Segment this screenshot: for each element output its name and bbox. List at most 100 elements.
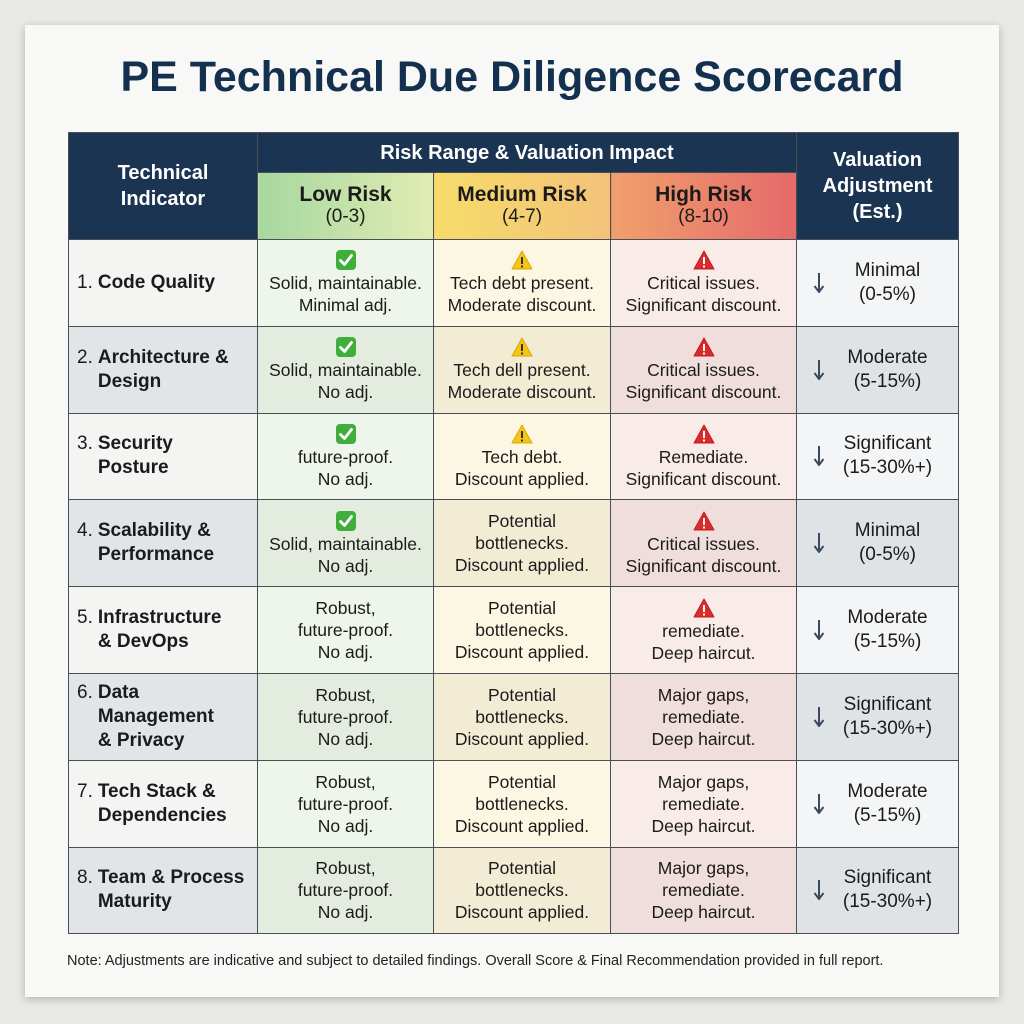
cell-line: Major gaps,: [657, 684, 750, 705]
table-row: 3. Security Posture future-proof. No adj. Tec…: [68, 412, 959, 501]
cell-line: Discount applied.: [454, 815, 590, 836]
level-header: Medium Risk (4-7): [433, 172, 611, 240]
cell-line: Discount applied.: [454, 642, 590, 663]
cell-line: Significant: [843, 433, 932, 455]
cell-line: Potential: [487, 598, 557, 619]
cell-line: No adj.: [317, 555, 374, 576]
indicator-cell: 7. Tech Stack & Dependencies: [68, 759, 258, 848]
risk-cell: Robust, future-proof. No adj.: [257, 672, 434, 761]
cell-line: Robust,: [315, 858, 376, 879]
cell-line: Discount applied.: [454, 902, 590, 923]
risk-cell: Critical issues. Significant discount.: [610, 499, 797, 588]
table-row: 6. Data Management & Privacy Robust, future-p…: [68, 672, 959, 761]
indicator-cell: 2. Architecture & Design: [68, 325, 258, 414]
cell-line: Critical issues.: [647, 533, 760, 554]
risk-cell: Potential bottlenecks. Discount applied.: [433, 586, 611, 674]
cell-line: Dependencies: [97, 804, 227, 826]
cell-line: remediate.: [662, 620, 745, 641]
icon: [511, 337, 533, 357]
adjustment: Moderate (5-15%): [797, 606, 958, 654]
indicator-name: Team & Process Maturity: [98, 866, 244, 914]
indicator-cell: 8. Team & Process Maturity: [68, 846, 258, 935]
risk-cell: Critical issues. Significant discount.: [610, 239, 797, 327]
cell-line: future-proof.: [297, 446, 394, 467]
cell-line: No adj.: [317, 815, 374, 836]
risk-cell: Potential bottlenecks. Discount applied.: [433, 846, 611, 935]
indicator-cell: 5. Infrastructure & DevOps: [68, 586, 258, 674]
indicator-header: Technical Indicator: [68, 132, 258, 240]
indicator-name: Security Posture: [98, 432, 173, 480]
title: PE Technical Due Diligence Scorecard: [120, 53, 904, 101]
icon: [334, 422, 357, 445]
table-row: 2. Architecture & Design Solid, maintainabl…: [68, 325, 959, 414]
cell-line: bottlenecks.: [475, 706, 569, 727]
indicator: 1. Code Quality: [77, 271, 257, 295]
cell-line: bottlenecks.: [475, 793, 569, 814]
icon: [813, 792, 825, 814]
cell-line: Data: [97, 681, 140, 703]
cell-line: Moderate: [847, 607, 928, 629]
cell-line: & DevOps: [97, 631, 189, 653]
row-number: 3.: [77, 433, 93, 455]
indicator: 3. Security Posture: [77, 432, 257, 480]
cell-line: (15-30%+): [842, 717, 933, 739]
icon: [511, 424, 533, 444]
group-header: Risk Range & Valuation Impact: [257, 132, 797, 173]
indicator: 5. Infrastructure & DevOps: [77, 606, 257, 654]
cell-line: Significant discount.: [625, 295, 782, 316]
icon: [813, 445, 825, 467]
adjustment-cell: Moderate (5-15%): [796, 325, 959, 414]
cell-line: Moderate: [847, 780, 928, 802]
cell-line: Discount applied.: [454, 555, 590, 576]
cell-line: Infrastructure: [97, 607, 222, 629]
cell-line: remediate.: [662, 880, 745, 901]
cell-line: Deep haircut.: [651, 642, 756, 663]
cell-line: Critical issues.: [647, 273, 760, 294]
adjustment: Significant (15-30%+): [797, 866, 958, 914]
cell-line: No adj.: [317, 642, 374, 663]
header-line: Adjustment: [822, 175, 933, 197]
cell-line: Minimal: [854, 520, 921, 542]
adjustment-cell: Moderate (5-15%): [796, 759, 959, 848]
risk-cell: Robust, future-proof. No adj.: [257, 586, 434, 674]
adjustment-cell: Significant (15-30%+): [796, 412, 959, 501]
indicator: 8. Team & Process Maturity: [77, 866, 257, 914]
cell-line: Remediate.: [658, 446, 749, 467]
cell-line: Critical issues.: [647, 360, 760, 381]
cell-line: (5-15%): [853, 370, 922, 392]
indicator-name: Scalability & Performance: [98, 519, 214, 567]
cell-line: Minimal adj.: [298, 295, 393, 316]
header-line: Technical: [117, 162, 209, 184]
cell-line: Team & Process: [97, 867, 245, 889]
cell-line: Moderate: [847, 346, 928, 368]
scorecard-panel: PE Technical Due Diligence Scorecard Tec…: [25, 25, 999, 997]
cell-line: Major gaps,: [657, 771, 750, 792]
level-name: Medium Risk: [457, 183, 587, 206]
cell-line: No adj.: [317, 468, 374, 489]
cell-line: future-proof.: [297, 793, 394, 814]
risk-cell: Major gaps, remediate. Deep haircut.: [610, 759, 797, 848]
cell-line: Potential: [487, 771, 557, 792]
cell-line: (15-30%+): [842, 891, 933, 913]
cell-line: (5-15%): [853, 804, 922, 826]
row-number: 7.: [77, 780, 93, 802]
level-range: (0-3): [325, 206, 366, 227]
risk-cell: Solid, maintainable. Minimal adj.: [257, 239, 434, 327]
icon: [334, 249, 357, 272]
indicator-name: Tech Stack & Dependencies: [98, 780, 227, 828]
icon: [813, 532, 825, 554]
cell-line: Potential: [487, 511, 557, 532]
risk-cell: Robust, future-proof. No adj.: [257, 759, 434, 848]
cell-line: Significant: [843, 867, 932, 889]
scorecard-table: Technical Indicator Risk Range & Valuatio…: [68, 132, 959, 935]
cell-line: Moderate discount.: [447, 382, 597, 403]
cell-line: Significant discount.: [625, 468, 782, 489]
indicator-cell: 4. Scalability & Performance: [68, 499, 258, 588]
adjustment: Significant (15-30%+): [797, 432, 958, 480]
indicator-name: Infrastructure & DevOps: [98, 606, 222, 654]
indicator-name: Architecture & Design: [98, 346, 229, 394]
cell-line: Maturity: [97, 891, 172, 913]
row-number: 4.: [77, 520, 93, 542]
cell-line: Significant discount.: [625, 382, 782, 403]
cell-line: Solid, maintainable.: [269, 533, 422, 554]
